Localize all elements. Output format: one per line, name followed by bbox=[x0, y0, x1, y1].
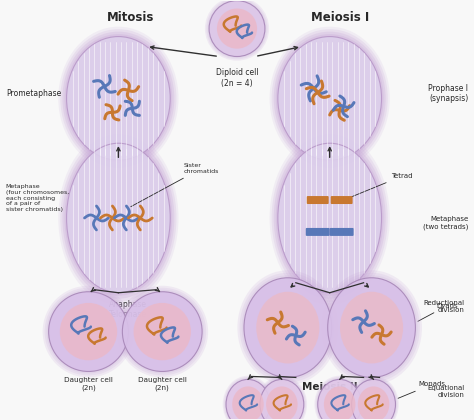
Ellipse shape bbox=[278, 37, 382, 160]
Ellipse shape bbox=[63, 32, 174, 165]
Ellipse shape bbox=[60, 134, 176, 302]
Ellipse shape bbox=[316, 377, 364, 420]
Text: Sister
chromatids: Sister chromatids bbox=[131, 163, 219, 207]
Text: Daughter cell
(2n): Daughter cell (2n) bbox=[138, 378, 187, 391]
Ellipse shape bbox=[352, 379, 395, 420]
Ellipse shape bbox=[273, 137, 386, 299]
Ellipse shape bbox=[272, 134, 388, 302]
Ellipse shape bbox=[209, 1, 265, 57]
Ellipse shape bbox=[223, 376, 273, 420]
Ellipse shape bbox=[60, 29, 176, 168]
Text: Tetrad: Tetrad bbox=[346, 173, 413, 199]
FancyBboxPatch shape bbox=[306, 228, 330, 236]
Ellipse shape bbox=[349, 377, 398, 420]
Ellipse shape bbox=[60, 303, 117, 360]
Ellipse shape bbox=[122, 292, 202, 371]
Text: Prometaphase: Prometaphase bbox=[6, 89, 61, 98]
Text: Meiosis II: Meiosis II bbox=[302, 383, 357, 392]
FancyBboxPatch shape bbox=[307, 196, 328, 204]
Ellipse shape bbox=[351, 378, 397, 420]
Ellipse shape bbox=[237, 270, 338, 385]
Ellipse shape bbox=[273, 32, 386, 165]
Ellipse shape bbox=[324, 386, 356, 420]
Ellipse shape bbox=[232, 386, 264, 420]
Ellipse shape bbox=[49, 292, 128, 371]
Text: Diploid cell
(2n = 4): Diploid cell (2n = 4) bbox=[216, 68, 258, 88]
Ellipse shape bbox=[266, 386, 298, 420]
Ellipse shape bbox=[260, 379, 304, 420]
Text: Daughter cell
(2n): Daughter cell (2n) bbox=[64, 378, 113, 391]
Ellipse shape bbox=[328, 278, 415, 378]
Ellipse shape bbox=[58, 131, 179, 304]
Ellipse shape bbox=[318, 379, 362, 420]
Ellipse shape bbox=[258, 377, 306, 420]
Ellipse shape bbox=[63, 137, 174, 299]
Text: Monads: Monads bbox=[398, 381, 446, 398]
Text: Reductional
division: Reductional division bbox=[423, 300, 464, 313]
Ellipse shape bbox=[239, 273, 336, 383]
Ellipse shape bbox=[270, 27, 390, 170]
Ellipse shape bbox=[276, 34, 383, 163]
Text: Mitosis: Mitosis bbox=[107, 10, 154, 24]
Ellipse shape bbox=[340, 292, 403, 363]
Text: Dyads: Dyads bbox=[418, 303, 458, 321]
Ellipse shape bbox=[321, 270, 422, 385]
Ellipse shape bbox=[206, 0, 268, 59]
Ellipse shape bbox=[66, 37, 170, 160]
Ellipse shape bbox=[66, 143, 170, 293]
FancyBboxPatch shape bbox=[331, 196, 353, 204]
Text: Anaphase
Telophase: Anaphase Telophase bbox=[109, 300, 147, 319]
Ellipse shape bbox=[217, 8, 257, 49]
FancyBboxPatch shape bbox=[330, 228, 354, 236]
Ellipse shape bbox=[272, 29, 388, 168]
Ellipse shape bbox=[46, 290, 130, 373]
Ellipse shape bbox=[323, 273, 420, 383]
Ellipse shape bbox=[348, 376, 399, 420]
Ellipse shape bbox=[242, 275, 334, 380]
Ellipse shape bbox=[45, 288, 132, 375]
Ellipse shape bbox=[259, 378, 305, 420]
Ellipse shape bbox=[64, 140, 172, 296]
Ellipse shape bbox=[244, 278, 332, 378]
Ellipse shape bbox=[314, 376, 365, 420]
Ellipse shape bbox=[256, 376, 307, 420]
Ellipse shape bbox=[226, 379, 270, 420]
Ellipse shape bbox=[256, 292, 319, 363]
Ellipse shape bbox=[134, 303, 191, 360]
Ellipse shape bbox=[326, 275, 418, 380]
Ellipse shape bbox=[120, 290, 204, 373]
Ellipse shape bbox=[224, 377, 272, 420]
Text: Metaphase
(four chromosomes,
each consisting
of a pair of
sister chromatids): Metaphase (four chromosomes, each consis… bbox=[6, 184, 69, 212]
Ellipse shape bbox=[225, 378, 271, 420]
Ellipse shape bbox=[317, 378, 363, 420]
Ellipse shape bbox=[43, 286, 134, 378]
Text: Meiosis I: Meiosis I bbox=[310, 10, 369, 24]
Text: Metaphase
(two tetrads): Metaphase (two tetrads) bbox=[423, 216, 468, 230]
Ellipse shape bbox=[117, 286, 208, 378]
Ellipse shape bbox=[278, 143, 382, 293]
Ellipse shape bbox=[276, 140, 383, 296]
Ellipse shape bbox=[270, 131, 390, 304]
Text: Equational
division: Equational division bbox=[427, 386, 464, 399]
Ellipse shape bbox=[64, 34, 172, 163]
Ellipse shape bbox=[118, 288, 206, 375]
Ellipse shape bbox=[358, 386, 389, 420]
Text: Prophase I
(synapsis): Prophase I (synapsis) bbox=[428, 84, 468, 103]
Ellipse shape bbox=[208, 0, 266, 58]
Ellipse shape bbox=[205, 0, 269, 61]
Ellipse shape bbox=[58, 27, 179, 170]
